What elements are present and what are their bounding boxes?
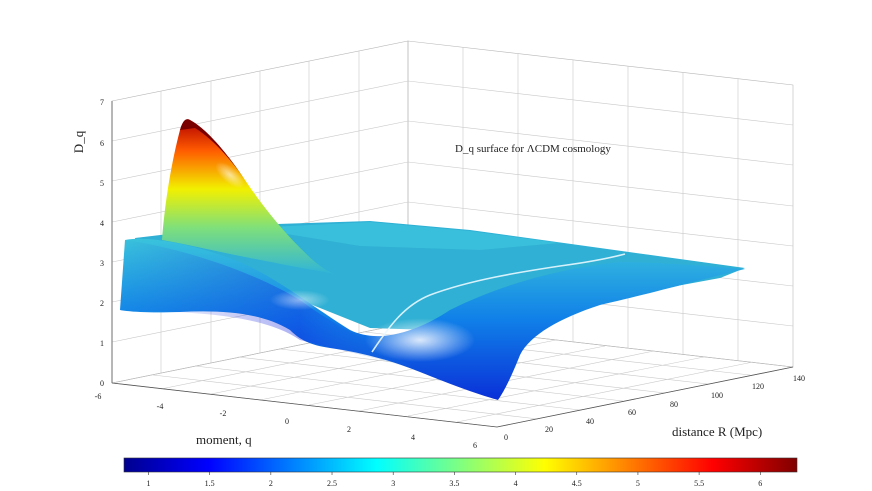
x-tick: -4: [157, 402, 164, 411]
z-tick: 7: [100, 98, 104, 107]
y-tick: 140: [793, 374, 805, 383]
colorbar-tick-label: 2: [269, 479, 273, 488]
y-tick: 40: [586, 417, 594, 426]
x-tick: -2: [220, 409, 227, 418]
x-tick: 4: [411, 433, 415, 442]
z-tick: 4: [100, 219, 104, 228]
chart-title: D_q surface for ΛCDM cosmology: [455, 143, 611, 155]
colorbar-tick-label: 5.5: [694, 479, 704, 488]
z-tick: 3: [100, 259, 104, 268]
surface-front-sheet: [120, 238, 745, 400]
x-axis-label: moment, q: [196, 432, 252, 447]
colorbar: [123, 457, 798, 473]
surface-peak: [162, 119, 335, 274]
surface-peak-edge: [180, 119, 245, 180]
y-tick: 20: [545, 425, 553, 434]
x-tick: 2: [347, 425, 351, 434]
colorbar-tick-label: 4: [514, 479, 518, 488]
surface-highlight: [365, 318, 475, 362]
y-tick: 0: [504, 433, 508, 442]
z-tick: 0: [100, 379, 104, 388]
colorbar-tick-label: 3: [391, 479, 395, 488]
y-tick: 60: [628, 408, 636, 417]
colorbar-tick-label: 3.5: [449, 479, 459, 488]
colorbar-tick-label: 2.5: [327, 479, 337, 488]
z-tick: 6: [100, 139, 104, 148]
colorbar-tick-label: 5: [636, 479, 640, 488]
surface-highlight-2: [270, 290, 330, 310]
z-axis-label: D_q: [71, 130, 86, 153]
y-axis-label: distance R (Mpc): [672, 424, 762, 439]
z-tick: 1: [100, 339, 104, 348]
colorbar-tick-label: 1: [146, 479, 150, 488]
surface-peak-highlight: [215, 161, 245, 189]
colorbar-tick-label: 6: [758, 479, 762, 488]
surface-plateau-light: [250, 222, 560, 250]
y-tick: 100: [711, 391, 723, 400]
x-tick: 0: [285, 417, 289, 426]
y-tick: 120: [752, 382, 764, 391]
z-tick: 5: [100, 179, 104, 188]
x-tick: 6: [473, 441, 477, 450]
y-tick: 80: [670, 400, 678, 409]
colorbar-tick-label: 1.5: [205, 479, 215, 488]
x-tick: -6: [95, 392, 102, 401]
surface-crest-line: [371, 253, 626, 353]
surface-front-shade: [120, 240, 420, 372]
z-tick: 2: [100, 299, 104, 308]
colorbar-ticks: 1 1.5 2 2.5 3 3.5 4 4.5 5 5.5 6: [146, 472, 762, 488]
colorbar-tick-label: 4.5: [572, 479, 582, 488]
